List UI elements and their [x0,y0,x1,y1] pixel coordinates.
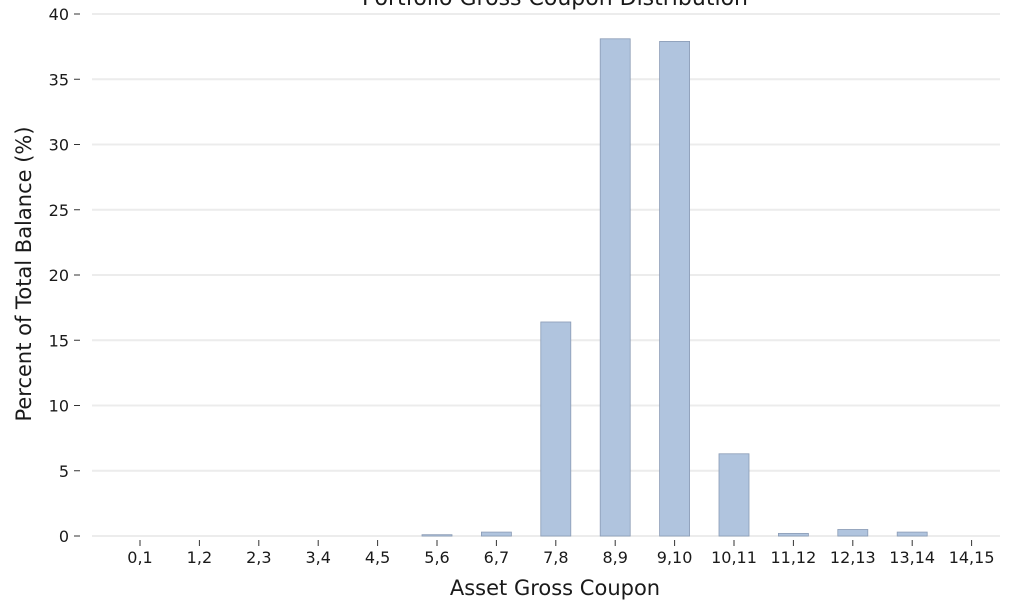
x-tick-label: 5,6 [424,548,449,567]
bar-7-8 [540,321,572,537]
y-tick-label: 10 [49,397,69,416]
bar-5-6 [421,534,453,537]
x-tick-label: 8,9 [602,548,627,567]
bar-9-10 [659,41,690,537]
x-tick-label: 6,7 [484,548,509,567]
x-tick-label: 3,4 [305,548,330,567]
y-axis-label: Percent of Total Balance (%) [12,126,36,421]
x-tick-label: 1,2 [187,548,212,567]
x-tick-label: 9,10 [657,548,693,567]
y-axis-ticks: 0 5 10 15 20 25 30 35 40 [49,5,80,546]
bar-13-14 [896,531,928,537]
y-tick-label: 25 [49,201,69,220]
bar-6-7 [480,531,512,537]
x-tick-label: 14,15 [949,548,995,567]
y-tick-label: 0 [59,527,69,546]
grid-lines [92,13,1000,537]
x-tick-label: 12,13 [830,548,876,567]
y-tick-label: 35 [49,70,69,89]
x-axis-label: Asset Gross Coupon [450,576,660,600]
x-tick-label: 13,14 [889,548,935,567]
bar-8-9 [599,38,631,537]
x-tick-label: 4,5 [365,548,390,567]
x-tick-label: 10,11 [711,548,757,567]
y-tick-label: 20 [49,266,69,285]
bars [421,38,928,537]
bar-10-11 [718,453,750,537]
bar-12-13 [837,529,869,537]
bar-11-12 [778,532,809,537]
x-tick-label: 0,1 [127,548,152,567]
chart-title: Portfolio Gross Coupon Distribution [362,0,748,11]
y-tick-label: 30 [49,136,69,155]
y-tick-label: 5 [59,462,69,481]
x-tick-label: 7,8 [543,548,568,567]
x-axis-ticks: 0,1 1,2 2,3 3,4 4,5 5,6 6,7 7,8 8,9 9,10 10,11 11,1… [127,540,995,567]
y-tick-label: 15 [49,331,69,350]
x-tick-label: 2,3 [246,548,271,567]
x-tick-label: 11,12 [770,548,816,567]
y-tick-label: 40 [49,5,69,24]
